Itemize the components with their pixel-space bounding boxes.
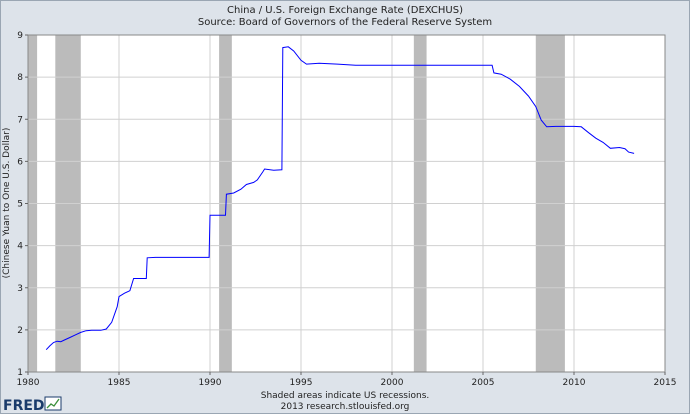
chart-subtitle: Source: Board of Governors of the Federa… [198,17,492,28]
x-tick-label: 1985 [108,378,131,388]
y-tick-label: 3 [17,284,23,294]
y-tick-label: 7 [17,115,23,125]
credit-text: 2013 research.stlouisfed.org [281,402,410,412]
recession-note: Shaded areas indicate US recessions. [261,391,430,401]
y-tick-label: 8 [17,73,23,83]
y-axis-label: (Chinese Yuan to One U.S. Dollar) [2,128,12,279]
y-axis-ticks: 1 2 3 4 5 6 7 8 9 [17,31,28,378]
x-tick-label: 2010 [563,378,586,388]
series-line [45,46,635,351]
x-tick-label: 2015 [654,378,677,388]
chart-logo-icon [44,396,62,411]
fred-logo-text: FRED [3,398,45,414]
fred-logo[interactable]: FRED [3,396,62,414]
x-tick-label: 1980 [17,378,40,388]
x-tick-label: 2000 [381,378,404,388]
y-tick-label: 2 [17,326,23,336]
chart-title: China / U.S. Foreign Exchange Rate (DEXC… [227,5,463,16]
x-tick-label: 1995 [290,378,313,388]
y-tick-label: 6 [17,157,23,167]
y-tick-label: 4 [17,242,23,252]
y-tick-label: 9 [17,31,23,41]
x-tick-label: 2005 [472,378,495,388]
y-tick-label: 1 [17,368,23,378]
y-tick-label: 5 [17,200,23,210]
x-tick-label: 1990 [199,378,222,388]
x-axis-ticks: 1980 1985 1990 1995 2000 2005 2010 2015 [17,372,677,388]
gridlines [28,35,665,372]
